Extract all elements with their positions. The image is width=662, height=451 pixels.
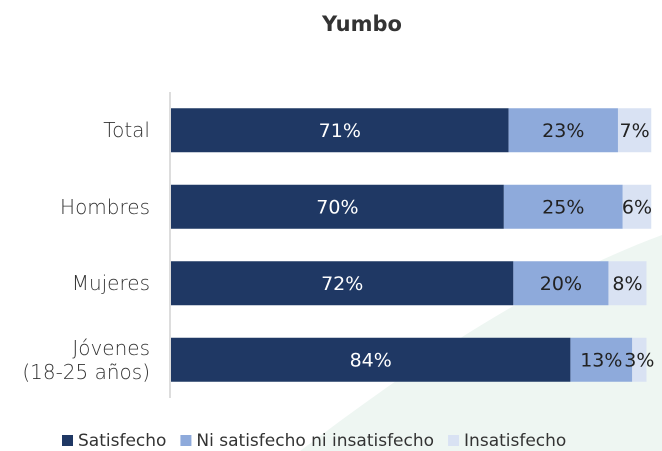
bar-segment	[508, 108, 618, 153]
value-label: 71%	[319, 120, 361, 142]
category-label: Hombres	[60, 194, 150, 219]
legend-label: Insatisfecho	[464, 431, 566, 451]
value-label: 6%	[622, 196, 652, 218]
value-label: 23%	[542, 120, 584, 142]
category-label: Jóvenes (18-25 años)	[22, 335, 150, 384]
bar-segment	[617, 108, 652, 153]
bar-segment	[171, 184, 504, 229]
value-label: 70%	[316, 196, 358, 218]
bar-segment	[171, 337, 571, 382]
category-label: Total	[103, 118, 150, 143]
value-label: 8%	[612, 273, 642, 295]
bar-segment	[503, 184, 623, 229]
legend-swatch	[180, 435, 192, 446]
bar-segment	[570, 337, 633, 382]
bar-segment	[608, 261, 647, 306]
legend-swatch	[448, 435, 460, 446]
category-label: Mujeres	[71, 271, 150, 296]
bar-segment	[171, 261, 514, 306]
legend-swatch	[62, 435, 73, 446]
chart-title: Yumbo	[321, 12, 402, 36]
value-label: 13%	[580, 349, 622, 371]
legend-label: Ni satisfecho ni insatisfecho	[196, 431, 434, 451]
value-label: 25%	[542, 196, 584, 218]
bar-segment	[171, 108, 509, 153]
value-label: 20%	[540, 273, 582, 295]
bar-segment	[632, 337, 647, 382]
value-label: 72%	[321, 273, 363, 295]
value-label: 7%	[620, 120, 650, 142]
value-label: 84%	[350, 349, 392, 371]
bar-segment	[513, 261, 609, 306]
value-label: 3%	[624, 349, 654, 371]
bar-segment	[622, 184, 652, 229]
legend-label: Satisfecho	[78, 431, 166, 451]
